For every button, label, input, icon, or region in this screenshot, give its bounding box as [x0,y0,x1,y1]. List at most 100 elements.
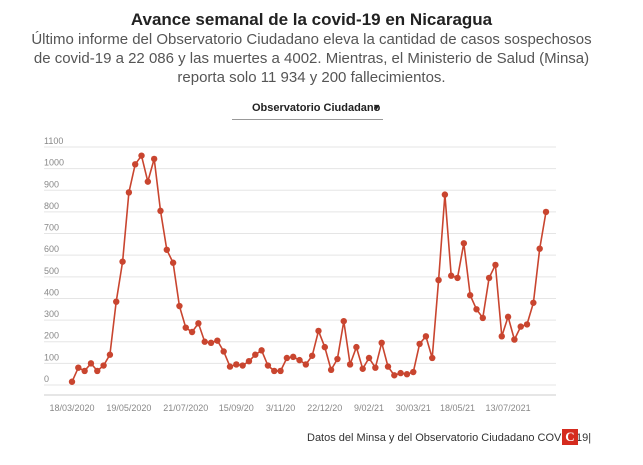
y-tick-label: 900 [44,179,59,189]
data-point [169,259,177,266]
data-point [283,354,291,362]
data-point [75,364,82,371]
data-point [479,314,486,322]
data-point [416,340,423,348]
data-point [188,328,196,336]
y-tick-label: 600 [44,244,59,254]
x-tick-label: 18/05/21 [440,403,475,413]
brand-logo: C [562,429,578,445]
data-point [94,367,101,375]
data-point [441,191,449,198]
data-point [384,363,392,370]
y-tick-label: 200 [44,331,59,341]
x-tick-label: 15/09/20 [219,403,254,413]
data-point [214,337,221,344]
source-selector-dropdown[interactable]: Observatorio Ciudadano ▼ [232,99,383,120]
subtitle-line: de covid-19 a 22 086 y las muertes a 400… [33,50,590,67]
data-point [542,208,550,216]
data-point [252,351,259,358]
data-point [264,362,272,369]
data-point [378,339,385,347]
x-tick-label: 22/12/20 [307,403,342,413]
x-tick-label: 3/11/20 [266,403,295,413]
data-point [429,354,436,362]
subtitle-line: reporta solo 11 934 y 200 fallecimientos… [177,69,446,86]
data-point [315,327,322,335]
data-point [517,323,524,330]
data-point [340,317,347,325]
data-point [81,367,88,375]
y-tick-label: 100 [44,352,59,362]
data-point [100,362,107,369]
caret-down-icon: ▼ [372,102,381,112]
data-point [536,245,543,252]
x-tick-label: 19/05/2020 [106,403,151,413]
data-point [138,152,145,159]
data-point [144,178,152,185]
y-tick-label: 800 [44,201,59,211]
source-selector-value: Observatorio Ciudadano [252,102,381,114]
data-point [353,343,360,351]
data-point [220,348,227,355]
data-point [182,324,189,331]
chart-title: Avance semanal de la covid-19 en Nicarag… [130,10,493,29]
y-tick-label: 0 [44,374,49,384]
data-point [466,292,474,299]
data-point [201,338,208,345]
data-point [277,367,284,375]
data-point [372,364,379,371]
y-tick-label: 1100 [44,136,63,146]
data-point [176,302,183,310]
data-point [492,261,499,269]
x-tick-label: 21/07/2020 [163,403,208,413]
data-point [327,366,335,374]
data-point [245,358,253,365]
data-point [226,363,234,370]
series-line [71,153,547,383]
data-point [106,351,114,358]
data-point [321,343,328,351]
data-point [454,274,461,282]
x-tick-label: 13/07/2021 [486,403,531,413]
chart-subtitle: Último informe del Observatorio Ciudadan… [30,30,593,87]
data-point [391,372,398,379]
data-point [530,299,537,306]
subtitle-line: Último informe del Observatorio Ciudadan… [31,31,592,48]
y-tick-label: 700 [44,223,59,233]
data-point [334,355,341,363]
data-point [410,368,417,376]
data-point [207,339,215,347]
data-point [150,155,158,163]
data-point [271,367,278,375]
data-point [498,333,505,340]
data-point [195,320,202,327]
data-point [365,354,373,362]
data-point [302,361,310,368]
data-point [125,189,133,196]
data-point [473,306,480,313]
data-point [346,361,354,368]
data-point [485,274,493,282]
data-point [296,356,303,364]
data-point [397,369,404,377]
data-point [308,352,316,359]
data-point [113,298,120,305]
data-point [132,161,139,168]
data-point [403,370,411,378]
data-point [87,360,95,367]
data-point [511,336,518,343]
y-tick-label: 300 [44,309,59,319]
data-point [422,333,430,340]
data-point [157,207,164,215]
y-tick-label: 500 [44,266,59,276]
data-point [119,258,126,265]
x-tick-label: 9/02/21 [354,403,384,413]
data-point [523,321,531,328]
data-point [163,246,170,253]
x-tick-label: 18/03/2020 [49,403,94,413]
data-point [233,361,240,368]
data-point [68,378,76,385]
data-point [290,353,297,361]
data-point [435,276,442,284]
